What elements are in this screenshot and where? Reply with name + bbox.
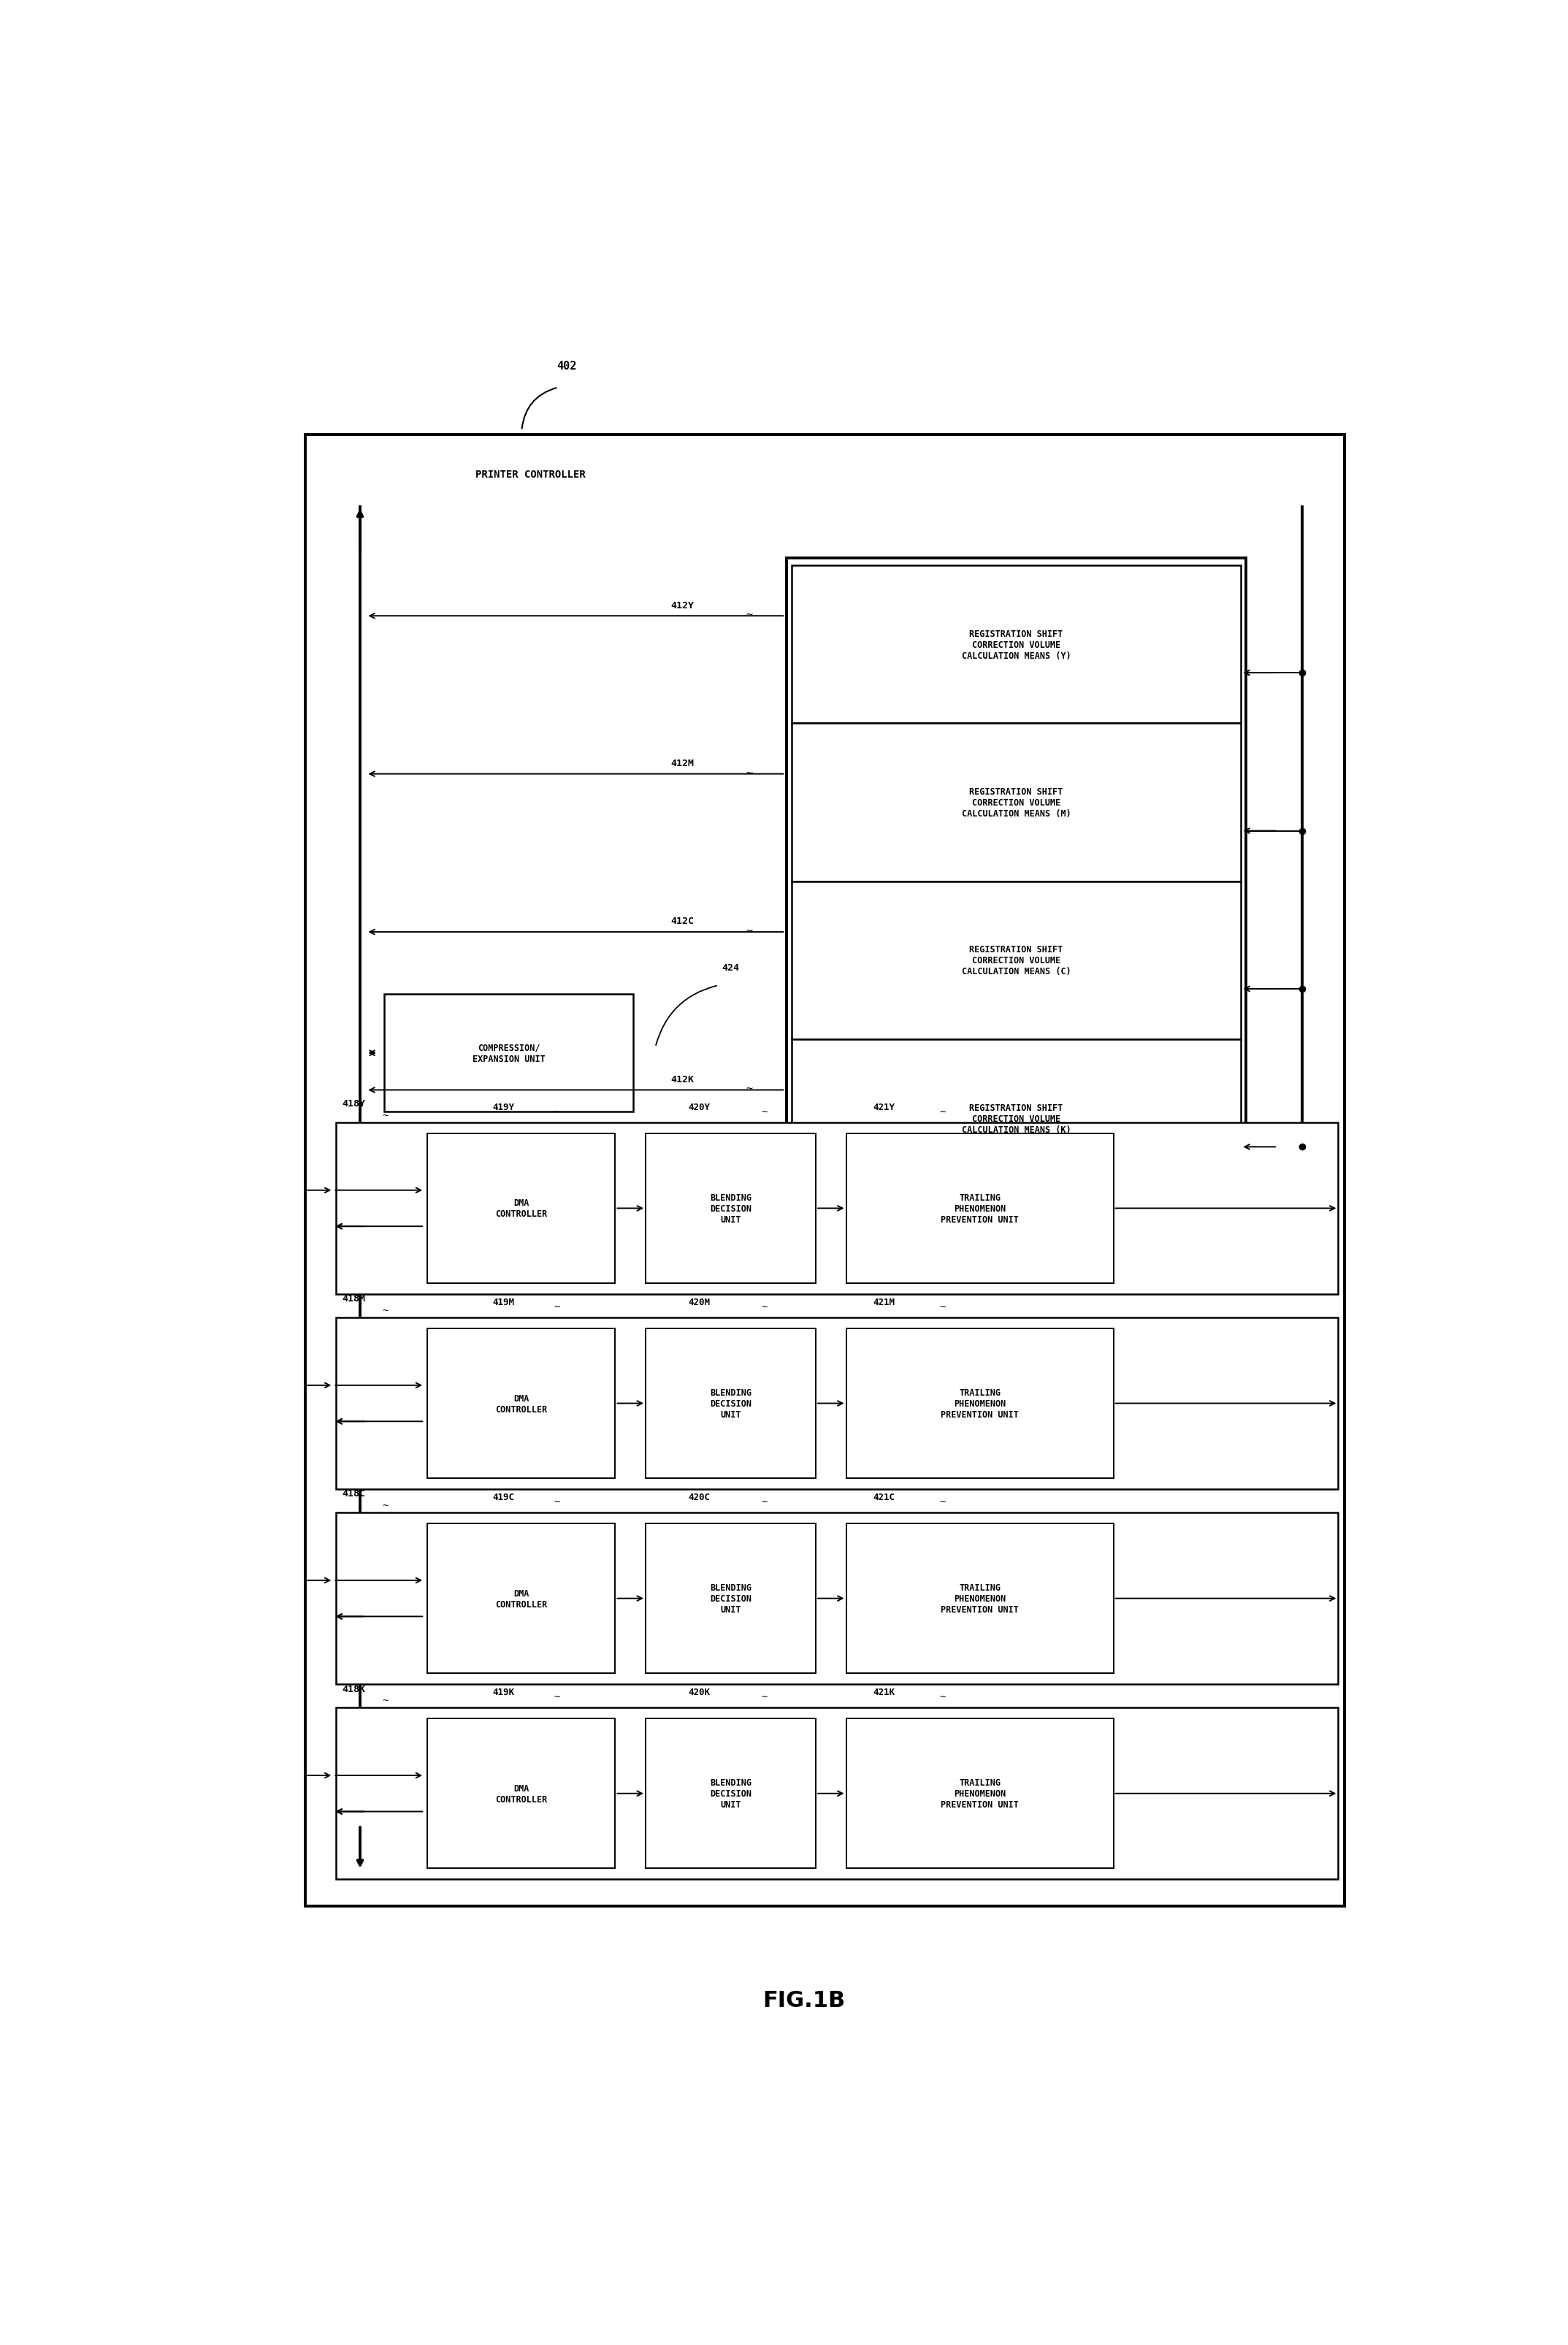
Text: 418C: 418C	[342, 1489, 365, 1498]
Text: BLENDING
DECISION
UNIT: BLENDING DECISION UNIT	[710, 1388, 751, 1419]
Text: TRAILING
PHENOMENON
PREVENTION UNIT: TRAILING PHENOMENON PREVENTION UNIT	[941, 1388, 1019, 1419]
Text: DMA
CONTROLLER: DMA CONTROLLER	[495, 1588, 547, 1609]
Text: 421K: 421K	[873, 1688, 895, 1698]
Text: DMA
CONTROLLER: DMA CONTROLLER	[495, 1198, 547, 1219]
Text: ~: ~	[745, 1083, 753, 1093]
Bar	[336, 1513, 1338, 1684]
Text: ~: ~	[383, 1501, 387, 1510]
Bar	[847, 1719, 1113, 1869]
Text: ~: ~	[760, 1301, 767, 1313]
Text: 420Y: 420Y	[688, 1102, 710, 1112]
Bar	[646, 1133, 815, 1283]
Text: TRAILING
PHENOMENON
PREVENTION UNIT: TRAILING PHENOMENON PREVENTION UNIT	[941, 1778, 1019, 1810]
Text: 418K: 418K	[342, 1684, 365, 1693]
Text: FIG.1B: FIG.1B	[762, 1991, 845, 2012]
Text: ~: ~	[745, 610, 753, 619]
Bar	[847, 1133, 1113, 1283]
Text: COMPRESSION/
EXPANSION UNIT: COMPRESSION/ EXPANSION UNIT	[472, 1044, 546, 1065]
Bar	[336, 1123, 1338, 1294]
Text: ~: ~	[554, 1301, 560, 1313]
Text: ~: ~	[383, 1695, 387, 1707]
Text: 402: 402	[557, 361, 577, 373]
Text: REGISTRATION SHIFT
CORRECTION VOLUME
CALCULATION MEANS (Y): REGISTRATION SHIFT CORRECTION VOLUME CAL…	[961, 628, 1071, 661]
Bar	[792, 1039, 1242, 1198]
Bar	[426, 1133, 615, 1283]
Text: 424: 424	[721, 964, 740, 973]
Text: 419Y: 419Y	[492, 1102, 514, 1112]
Text: 420K: 420K	[688, 1688, 710, 1698]
Bar	[306, 434, 1344, 1906]
Text: ~: ~	[554, 1496, 560, 1508]
Bar	[336, 1707, 1338, 1878]
Text: ~: ~	[745, 767, 753, 779]
Text: 420M: 420M	[688, 1297, 710, 1306]
Bar	[426, 1524, 615, 1674]
Text: ~: ~	[939, 1693, 946, 1702]
Text: TRAILING
PHENOMENON
PREVENTION UNIT: TRAILING PHENOMENON PREVENTION UNIT	[941, 1194, 1019, 1224]
Text: ~: ~	[760, 1107, 767, 1119]
Text: 419C: 419C	[492, 1491, 514, 1503]
Text: ~: ~	[939, 1496, 946, 1508]
Text: ~: ~	[554, 1107, 560, 1119]
Bar	[426, 1719, 615, 1869]
Bar	[792, 882, 1242, 1039]
Bar	[646, 1524, 815, 1674]
Text: REGISTRATION SHIFT
CORRECTION VOLUME
CALCULATION MEANS (M): REGISTRATION SHIFT CORRECTION VOLUME CAL…	[961, 788, 1071, 818]
Text: ~: ~	[760, 1496, 767, 1508]
Text: REGISTRATION SHIFT
CORRECTION VOLUME
CALCULATION MEANS (K): REGISTRATION SHIFT CORRECTION VOLUME CAL…	[961, 1102, 1071, 1135]
Text: BLENDING
DECISION
UNIT: BLENDING DECISION UNIT	[710, 1778, 751, 1810]
Bar	[792, 565, 1242, 725]
Text: 420C: 420C	[688, 1491, 710, 1503]
Text: BLENDING
DECISION
UNIT: BLENDING DECISION UNIT	[710, 1194, 751, 1224]
Text: 421C: 421C	[873, 1491, 895, 1503]
Text: 419K: 419K	[492, 1688, 514, 1698]
Text: ~: ~	[939, 1107, 946, 1119]
Text: 418Y: 418Y	[342, 1100, 365, 1109]
Bar	[847, 1330, 1113, 1480]
Text: 412Y: 412Y	[671, 600, 693, 610]
Bar	[787, 558, 1247, 1205]
Text: ~: ~	[554, 1693, 560, 1702]
Bar	[646, 1330, 815, 1480]
Text: ~: ~	[745, 924, 753, 936]
Text: 412K: 412K	[671, 1074, 693, 1083]
Text: ~: ~	[939, 1301, 946, 1313]
Text: DMA
CONTROLLER: DMA CONTROLLER	[495, 1393, 547, 1414]
Bar	[426, 1330, 615, 1480]
Text: REGISTRATION SHIFT
CORRECTION VOLUME
CALCULATION MEANS (C): REGISTRATION SHIFT CORRECTION VOLUME CAL…	[961, 945, 1071, 976]
Bar	[384, 994, 633, 1112]
Text: ~: ~	[383, 1112, 387, 1121]
Text: 421M: 421M	[873, 1297, 895, 1306]
Text: ~: ~	[760, 1693, 767, 1702]
Text: 419M: 419M	[492, 1297, 514, 1306]
Text: 412M: 412M	[671, 757, 693, 769]
Text: 412C: 412C	[671, 917, 693, 926]
Bar	[792, 725, 1242, 882]
Bar	[646, 1719, 815, 1869]
Bar	[847, 1524, 1113, 1674]
Text: PRINTER CONTROLLER: PRINTER CONTROLLER	[475, 469, 585, 481]
Text: 418M: 418M	[342, 1294, 365, 1304]
Text: ~: ~	[383, 1306, 387, 1316]
Text: BLENDING
DECISION
UNIT: BLENDING DECISION UNIT	[710, 1583, 751, 1613]
Text: 421Y: 421Y	[873, 1102, 895, 1112]
Text: TRAILING
PHENOMENON
PREVENTION UNIT: TRAILING PHENOMENON PREVENTION UNIT	[941, 1583, 1019, 1613]
Bar	[336, 1318, 1338, 1489]
Text: DMA
CONTROLLER: DMA CONTROLLER	[495, 1785, 547, 1803]
